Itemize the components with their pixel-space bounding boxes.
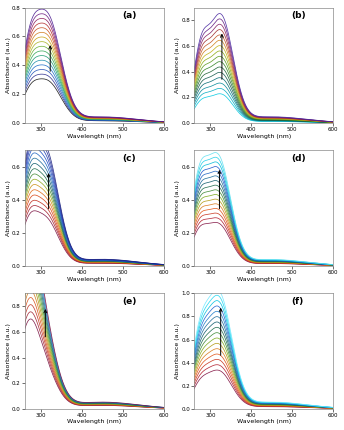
X-axis label: Wavelength (nm): Wavelength (nm) [67, 134, 121, 139]
X-axis label: Wavelength (nm): Wavelength (nm) [237, 134, 291, 139]
Text: (c): (c) [122, 154, 136, 163]
X-axis label: Wavelength (nm): Wavelength (nm) [237, 419, 291, 424]
Y-axis label: Absorbance (a.u.): Absorbance (a.u.) [6, 37, 11, 93]
Y-axis label: Absorbance (a.u.): Absorbance (a.u.) [6, 323, 11, 379]
X-axis label: Wavelength (nm): Wavelength (nm) [67, 419, 121, 424]
Text: (f): (f) [291, 297, 304, 306]
X-axis label: Wavelength (nm): Wavelength (nm) [67, 276, 121, 282]
Text: (e): (e) [122, 297, 137, 306]
Y-axis label: Absorbance (a.u.): Absorbance (a.u.) [175, 180, 180, 236]
Text: (a): (a) [122, 11, 137, 20]
Text: (d): (d) [291, 154, 306, 163]
Text: (b): (b) [291, 11, 306, 20]
Y-axis label: Absorbance (a.u.): Absorbance (a.u.) [175, 323, 180, 379]
X-axis label: Wavelength (nm): Wavelength (nm) [237, 276, 291, 282]
Y-axis label: Absorbance (a.u.): Absorbance (a.u.) [6, 180, 11, 236]
Y-axis label: Absorbance (a.u.): Absorbance (a.u.) [175, 37, 180, 93]
